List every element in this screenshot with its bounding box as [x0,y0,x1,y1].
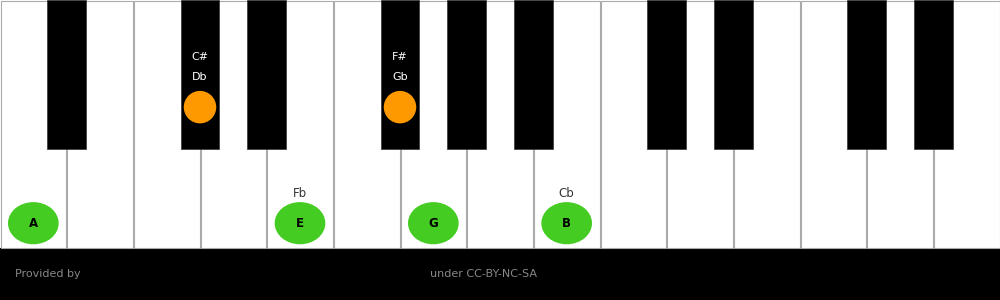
Text: E: E [296,217,304,230]
Ellipse shape [275,202,325,244]
Bar [914,0,953,149]
Bar [247,0,286,149]
Text: Provided by: Provided by [15,269,81,279]
Bar [0,1,66,247]
Bar [667,1,733,247]
Text: C#: C# [191,52,209,61]
Bar [534,1,600,247]
Bar [267,1,333,247]
Bar [734,1,800,247]
Bar [0,0,1000,248]
Bar [447,0,486,149]
Ellipse shape [8,202,59,244]
Bar [714,0,753,149]
Text: F#: F# [392,52,408,61]
Bar [0,248,1000,300]
Text: A: A [29,217,38,230]
Text: Fb: Fb [293,187,307,200]
Bar [600,1,666,247]
Bar [867,1,933,247]
Ellipse shape [384,91,416,123]
Bar [800,1,866,247]
Bar [334,1,400,247]
Text: B: B [562,217,571,230]
Text: Cb: Cb [559,187,575,200]
Bar [47,0,86,149]
Bar [934,1,1000,247]
Text: Gb: Gb [392,72,408,82]
Bar [847,0,886,149]
Bar [381,0,419,149]
Bar [514,0,553,149]
Bar [67,1,133,247]
Bar [400,1,466,247]
Ellipse shape [541,202,592,244]
Bar [200,1,266,247]
Bar [647,0,686,149]
Text: G: G [428,217,438,230]
Ellipse shape [408,202,459,244]
Text: under CC-BY-NC-SA: under CC-BY-NC-SA [430,269,537,279]
Bar [467,1,533,247]
Ellipse shape [184,91,216,123]
Bar [134,1,200,247]
Text: Db: Db [192,72,208,82]
Bar [181,0,219,149]
